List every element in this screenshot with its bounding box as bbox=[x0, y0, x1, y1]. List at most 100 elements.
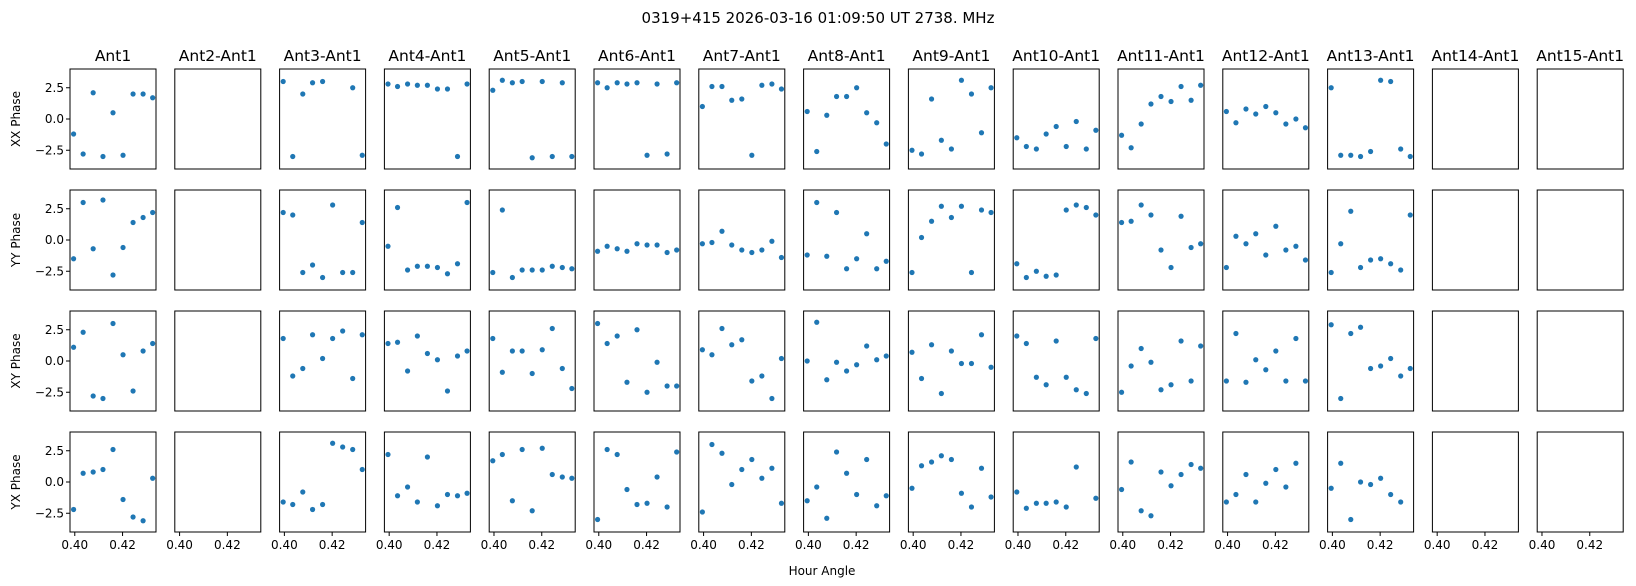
data-point bbox=[509, 348, 515, 354]
row-label: YY Phase bbox=[9, 213, 23, 268]
plot-frame bbox=[1536, 189, 1624, 291]
data-point bbox=[444, 271, 451, 277]
subplot-panel: 0.40 0.42 bbox=[1424, 431, 1519, 552]
data-point bbox=[120, 152, 126, 158]
data-point bbox=[1014, 261, 1020, 267]
subplot-panel bbox=[1012, 310, 1100, 412]
subplot-panel bbox=[174, 310, 262, 412]
data-point bbox=[1093, 212, 1099, 218]
data-point bbox=[340, 328, 346, 334]
data-point bbox=[1014, 489, 1020, 495]
data-point bbox=[1348, 208, 1354, 214]
subplot-panel: 2.5 0.0 −2.5 bbox=[35, 68, 157, 170]
data-point bbox=[150, 475, 156, 481]
data-point bbox=[614, 451, 620, 458]
plot-frame bbox=[907, 431, 995, 533]
data-point bbox=[988, 364, 994, 370]
x-tick-label: 0.40 bbox=[481, 538, 508, 552]
data-point bbox=[1233, 491, 1239, 498]
subplot-panel bbox=[279, 310, 367, 412]
data-point bbox=[614, 246, 620, 252]
subplot-panel bbox=[383, 189, 471, 291]
data-point bbox=[864, 456, 870, 463]
subplot-panel bbox=[698, 310, 786, 412]
subplot-panel bbox=[1431, 189, 1519, 291]
data-point bbox=[1302, 257, 1309, 263]
data-point bbox=[948, 456, 954, 463]
data-point bbox=[529, 155, 535, 161]
x-tick-label: 0.40 bbox=[1424, 538, 1451, 552]
subplot-panel bbox=[279, 68, 367, 170]
data-point bbox=[918, 375, 925, 382]
data-point bbox=[1178, 83, 1184, 90]
subplot-panel bbox=[1012, 189, 1100, 291]
plot-frame bbox=[907, 189, 995, 291]
data-point bbox=[100, 395, 106, 402]
subplot-panel bbox=[1536, 310, 1624, 412]
plot-frame bbox=[174, 189, 262, 291]
data-point bbox=[1283, 484, 1289, 490]
subplot-panel: 2.5 0.0 −2.5 bbox=[35, 310, 157, 412]
data-point bbox=[1388, 491, 1394, 498]
data-point bbox=[1293, 460, 1299, 466]
data-point bbox=[1338, 241, 1344, 247]
plot-frame bbox=[1536, 68, 1624, 170]
plot-frame bbox=[1431, 189, 1519, 291]
data-point bbox=[938, 453, 944, 459]
data-point bbox=[519, 78, 525, 85]
data-point bbox=[424, 454, 430, 460]
data-point bbox=[1398, 499, 1404, 505]
data-point bbox=[1357, 324, 1364, 330]
data-point bbox=[644, 389, 650, 395]
data-point bbox=[1128, 363, 1134, 369]
data-point bbox=[1338, 460, 1344, 466]
data-point bbox=[1158, 93, 1164, 100]
data-point bbox=[1378, 475, 1384, 481]
data-point bbox=[559, 264, 565, 271]
data-point bbox=[1378, 256, 1384, 262]
subplot-panel bbox=[174, 68, 262, 170]
data-point bbox=[1023, 505, 1029, 511]
data-point bbox=[1138, 202, 1144, 208]
data-point bbox=[1328, 269, 1334, 276]
subplot-panel: 0.40 0.42 bbox=[481, 431, 576, 552]
data-point bbox=[414, 82, 420, 88]
data-point bbox=[350, 446, 356, 453]
subplot-panel bbox=[1117, 68, 1205, 170]
data-point bbox=[814, 199, 820, 206]
data-point bbox=[394, 204, 401, 211]
data-point bbox=[1188, 97, 1194, 103]
data-point bbox=[490, 335, 496, 342]
data-point bbox=[1073, 464, 1079, 470]
plot-frame bbox=[1431, 68, 1519, 170]
data-point bbox=[844, 266, 850, 272]
data-point bbox=[1263, 103, 1269, 110]
subplot-grid: Ant1 Ant2-Ant1 Ant3-Ant1 Ant4-Ant1 Ant5-Ant1… bbox=[9, 47, 1624, 552]
data-point bbox=[1043, 382, 1049, 388]
data-point bbox=[624, 486, 630, 493]
data-point bbox=[759, 82, 765, 88]
data-point bbox=[490, 87, 496, 93]
data-point bbox=[490, 269, 496, 276]
x-tick-label: 0.42 bbox=[214, 538, 241, 552]
data-point bbox=[814, 148, 820, 155]
data-point bbox=[594, 248, 601, 254]
data-point bbox=[1053, 338, 1059, 344]
data-point bbox=[729, 342, 735, 348]
y-tick-label: 0.0 bbox=[45, 112, 64, 126]
data-point bbox=[80, 329, 86, 335]
y-tick-label: 0.0 bbox=[45, 354, 64, 368]
data-point bbox=[1407, 365, 1413, 372]
data-point bbox=[444, 86, 451, 92]
data-point bbox=[594, 80, 601, 86]
data-point bbox=[1053, 499, 1059, 505]
data-point bbox=[150, 340, 156, 347]
plot-frame bbox=[698, 68, 786, 170]
plot-frame bbox=[907, 310, 995, 412]
data-point bbox=[739, 466, 745, 473]
data-point bbox=[1273, 466, 1279, 473]
data-point bbox=[654, 359, 660, 365]
data-point bbox=[300, 269, 306, 276]
data-point bbox=[769, 81, 775, 87]
subplot-panel bbox=[907, 310, 995, 412]
